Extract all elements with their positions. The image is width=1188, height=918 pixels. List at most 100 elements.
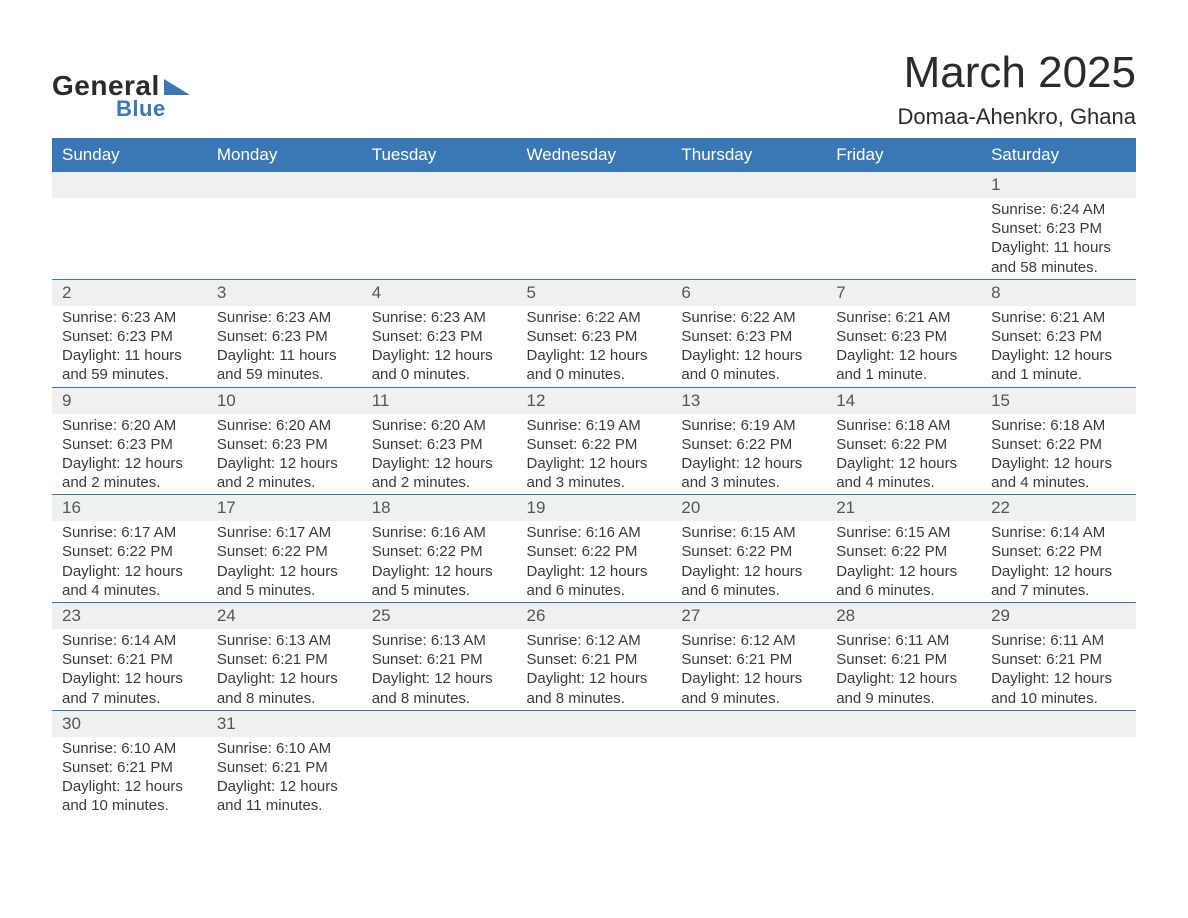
daylight-text-2: and 0 minutes. xyxy=(527,365,662,384)
sunset-text: Sunset: 6:23 PM xyxy=(991,219,1126,238)
day-cell: 31Sunrise: 6:10 AMSunset: 6:21 PMDayligh… xyxy=(207,710,362,818)
sunrise-text: Sunrise: 6:22 AM xyxy=(681,308,816,327)
sunset-text: Sunset: 6:23 PM xyxy=(62,327,197,346)
daylight-text-1: Daylight: 12 hours xyxy=(836,454,971,473)
sunset-text: Sunset: 6:22 PM xyxy=(991,542,1126,561)
sunset-text: Sunset: 6:21 PM xyxy=(217,650,352,669)
daylight-text-1: Daylight: 12 hours xyxy=(836,669,971,688)
day-number: 20 xyxy=(671,494,826,521)
daylight-text-2: and 7 minutes. xyxy=(62,689,197,708)
sunset-text: Sunset: 6:23 PM xyxy=(372,435,507,454)
daylight-text-2: and 1 minute. xyxy=(991,365,1126,384)
daylight-text-2: and 8 minutes. xyxy=(372,689,507,708)
day-number xyxy=(671,172,826,198)
day-number: 18 xyxy=(362,494,517,521)
sunrise-text: Sunrise: 6:12 AM xyxy=(527,631,662,650)
day-cell: 11Sunrise: 6:20 AMSunset: 6:23 PMDayligh… xyxy=(362,387,517,495)
sunset-text: Sunset: 6:23 PM xyxy=(836,327,971,346)
sunset-text: Sunset: 6:22 PM xyxy=(372,542,507,561)
day-number: 26 xyxy=(517,602,672,629)
daylight-text-2: and 2 minutes. xyxy=(217,473,352,492)
day-header: Tuesday xyxy=(362,138,517,172)
daylight-text-2: and 5 minutes. xyxy=(372,581,507,600)
daylight-text-2: and 4 minutes. xyxy=(62,581,197,600)
day-detail: Sunrise: 6:23 AMSunset: 6:23 PMDaylight:… xyxy=(52,306,207,387)
day-cell: 22Sunrise: 6:14 AMSunset: 6:22 PMDayligh… xyxy=(981,494,1136,602)
daylight-text-1: Daylight: 12 hours xyxy=(527,562,662,581)
day-cell: 10Sunrise: 6:20 AMSunset: 6:23 PMDayligh… xyxy=(207,387,362,495)
day-header-row: Sunday Monday Tuesday Wednesday Thursday… xyxy=(52,138,1136,172)
sunset-text: Sunset: 6:23 PM xyxy=(527,327,662,346)
daylight-text-1: Daylight: 12 hours xyxy=(991,454,1126,473)
daylight-text-1: Daylight: 12 hours xyxy=(527,454,662,473)
week-row: 2Sunrise: 6:23 AMSunset: 6:23 PMDaylight… xyxy=(52,279,1136,387)
day-header: Monday xyxy=(207,138,362,172)
day-cell: 6Sunrise: 6:22 AMSunset: 6:23 PMDaylight… xyxy=(671,279,826,387)
sunrise-text: Sunrise: 6:12 AM xyxy=(681,631,816,650)
day-cell: 2Sunrise: 6:23 AMSunset: 6:23 PMDaylight… xyxy=(52,279,207,387)
sunset-text: Sunset: 6:22 PM xyxy=(991,435,1126,454)
sunrise-text: Sunrise: 6:24 AM xyxy=(991,200,1126,219)
sunrise-text: Sunrise: 6:14 AM xyxy=(62,631,197,650)
daylight-text-2: and 0 minutes. xyxy=(681,365,816,384)
logo-text-blue: Blue xyxy=(116,96,166,122)
day-detail: Sunrise: 6:14 AMSunset: 6:21 PMDaylight:… xyxy=(52,629,207,710)
daylight-text-1: Daylight: 12 hours xyxy=(62,777,197,796)
day-number: 4 xyxy=(362,279,517,306)
daylight-text-1: Daylight: 12 hours xyxy=(836,562,971,581)
day-cell: 18Sunrise: 6:16 AMSunset: 6:22 PMDayligh… xyxy=(362,494,517,602)
sunrise-text: Sunrise: 6:17 AM xyxy=(62,523,197,542)
daylight-text-2: and 6 minutes. xyxy=(527,581,662,600)
day-detail: Sunrise: 6:16 AMSunset: 6:22 PMDaylight:… xyxy=(517,521,672,602)
daylight-text-1: Daylight: 12 hours xyxy=(372,562,507,581)
daylight-text-2: and 9 minutes. xyxy=(836,689,971,708)
day-detail: Sunrise: 6:19 AMSunset: 6:22 PMDaylight:… xyxy=(517,414,672,495)
day-detail xyxy=(826,737,981,807)
sunset-text: Sunset: 6:22 PM xyxy=(681,542,816,561)
sunrise-text: Sunrise: 6:10 AM xyxy=(62,739,197,758)
day-number: 17 xyxy=(207,494,362,521)
daylight-text-1: Daylight: 11 hours xyxy=(62,346,197,365)
brand-logo: General Blue xyxy=(52,70,190,122)
sunset-text: Sunset: 6:23 PM xyxy=(681,327,816,346)
daylight-text-1: Daylight: 12 hours xyxy=(991,562,1126,581)
daylight-text-2: and 59 minutes. xyxy=(217,365,352,384)
sunset-text: Sunset: 6:22 PM xyxy=(681,435,816,454)
daylight-text-1: Daylight: 12 hours xyxy=(527,669,662,688)
day-detail: Sunrise: 6:18 AMSunset: 6:22 PMDaylight:… xyxy=(826,414,981,495)
calendar-table: Sunday Monday Tuesday Wednesday Thursday… xyxy=(52,138,1136,818)
day-cell xyxy=(517,710,672,818)
day-detail xyxy=(207,198,362,268)
day-detail: Sunrise: 6:15 AMSunset: 6:22 PMDaylight:… xyxy=(826,521,981,602)
week-row: 16Sunrise: 6:17 AMSunset: 6:22 PMDayligh… xyxy=(52,494,1136,602)
day-cell: 28Sunrise: 6:11 AMSunset: 6:21 PMDayligh… xyxy=(826,602,981,710)
sunrise-text: Sunrise: 6:19 AM xyxy=(681,416,816,435)
day-number: 14 xyxy=(826,387,981,414)
sunrise-text: Sunrise: 6:13 AM xyxy=(372,631,507,650)
day-number: 11 xyxy=(362,387,517,414)
day-number: 23 xyxy=(52,602,207,629)
day-cell: 25Sunrise: 6:13 AMSunset: 6:21 PMDayligh… xyxy=(362,602,517,710)
daylight-text-2: and 10 minutes. xyxy=(62,796,197,815)
day-detail: Sunrise: 6:21 AMSunset: 6:23 PMDaylight:… xyxy=(981,306,1136,387)
day-cell xyxy=(362,172,517,279)
daylight-text-1: Daylight: 11 hours xyxy=(991,238,1126,257)
day-detail: Sunrise: 6:15 AMSunset: 6:22 PMDaylight:… xyxy=(671,521,826,602)
day-detail: Sunrise: 6:22 AMSunset: 6:23 PMDaylight:… xyxy=(671,306,826,387)
month-title: March 2025 xyxy=(898,48,1136,98)
day-detail: Sunrise: 6:24 AMSunset: 6:23 PMDaylight:… xyxy=(981,198,1136,279)
day-number xyxy=(52,172,207,198)
day-detail xyxy=(52,198,207,268)
header-row: General Blue March 2025 Domaa-Ahenkro, G… xyxy=(52,48,1136,130)
day-cell xyxy=(517,172,672,279)
day-cell: 3Sunrise: 6:23 AMSunset: 6:23 PMDaylight… xyxy=(207,279,362,387)
day-number xyxy=(362,172,517,198)
week-row: 1Sunrise: 6:24 AMSunset: 6:23 PMDaylight… xyxy=(52,172,1136,279)
day-number: 24 xyxy=(207,602,362,629)
daylight-text-1: Daylight: 11 hours xyxy=(217,346,352,365)
day-detail: Sunrise: 6:19 AMSunset: 6:22 PMDaylight:… xyxy=(671,414,826,495)
day-cell xyxy=(981,710,1136,818)
sunrise-text: Sunrise: 6:20 AM xyxy=(372,416,507,435)
day-detail xyxy=(826,198,981,268)
sunrise-text: Sunrise: 6:15 AM xyxy=(836,523,971,542)
